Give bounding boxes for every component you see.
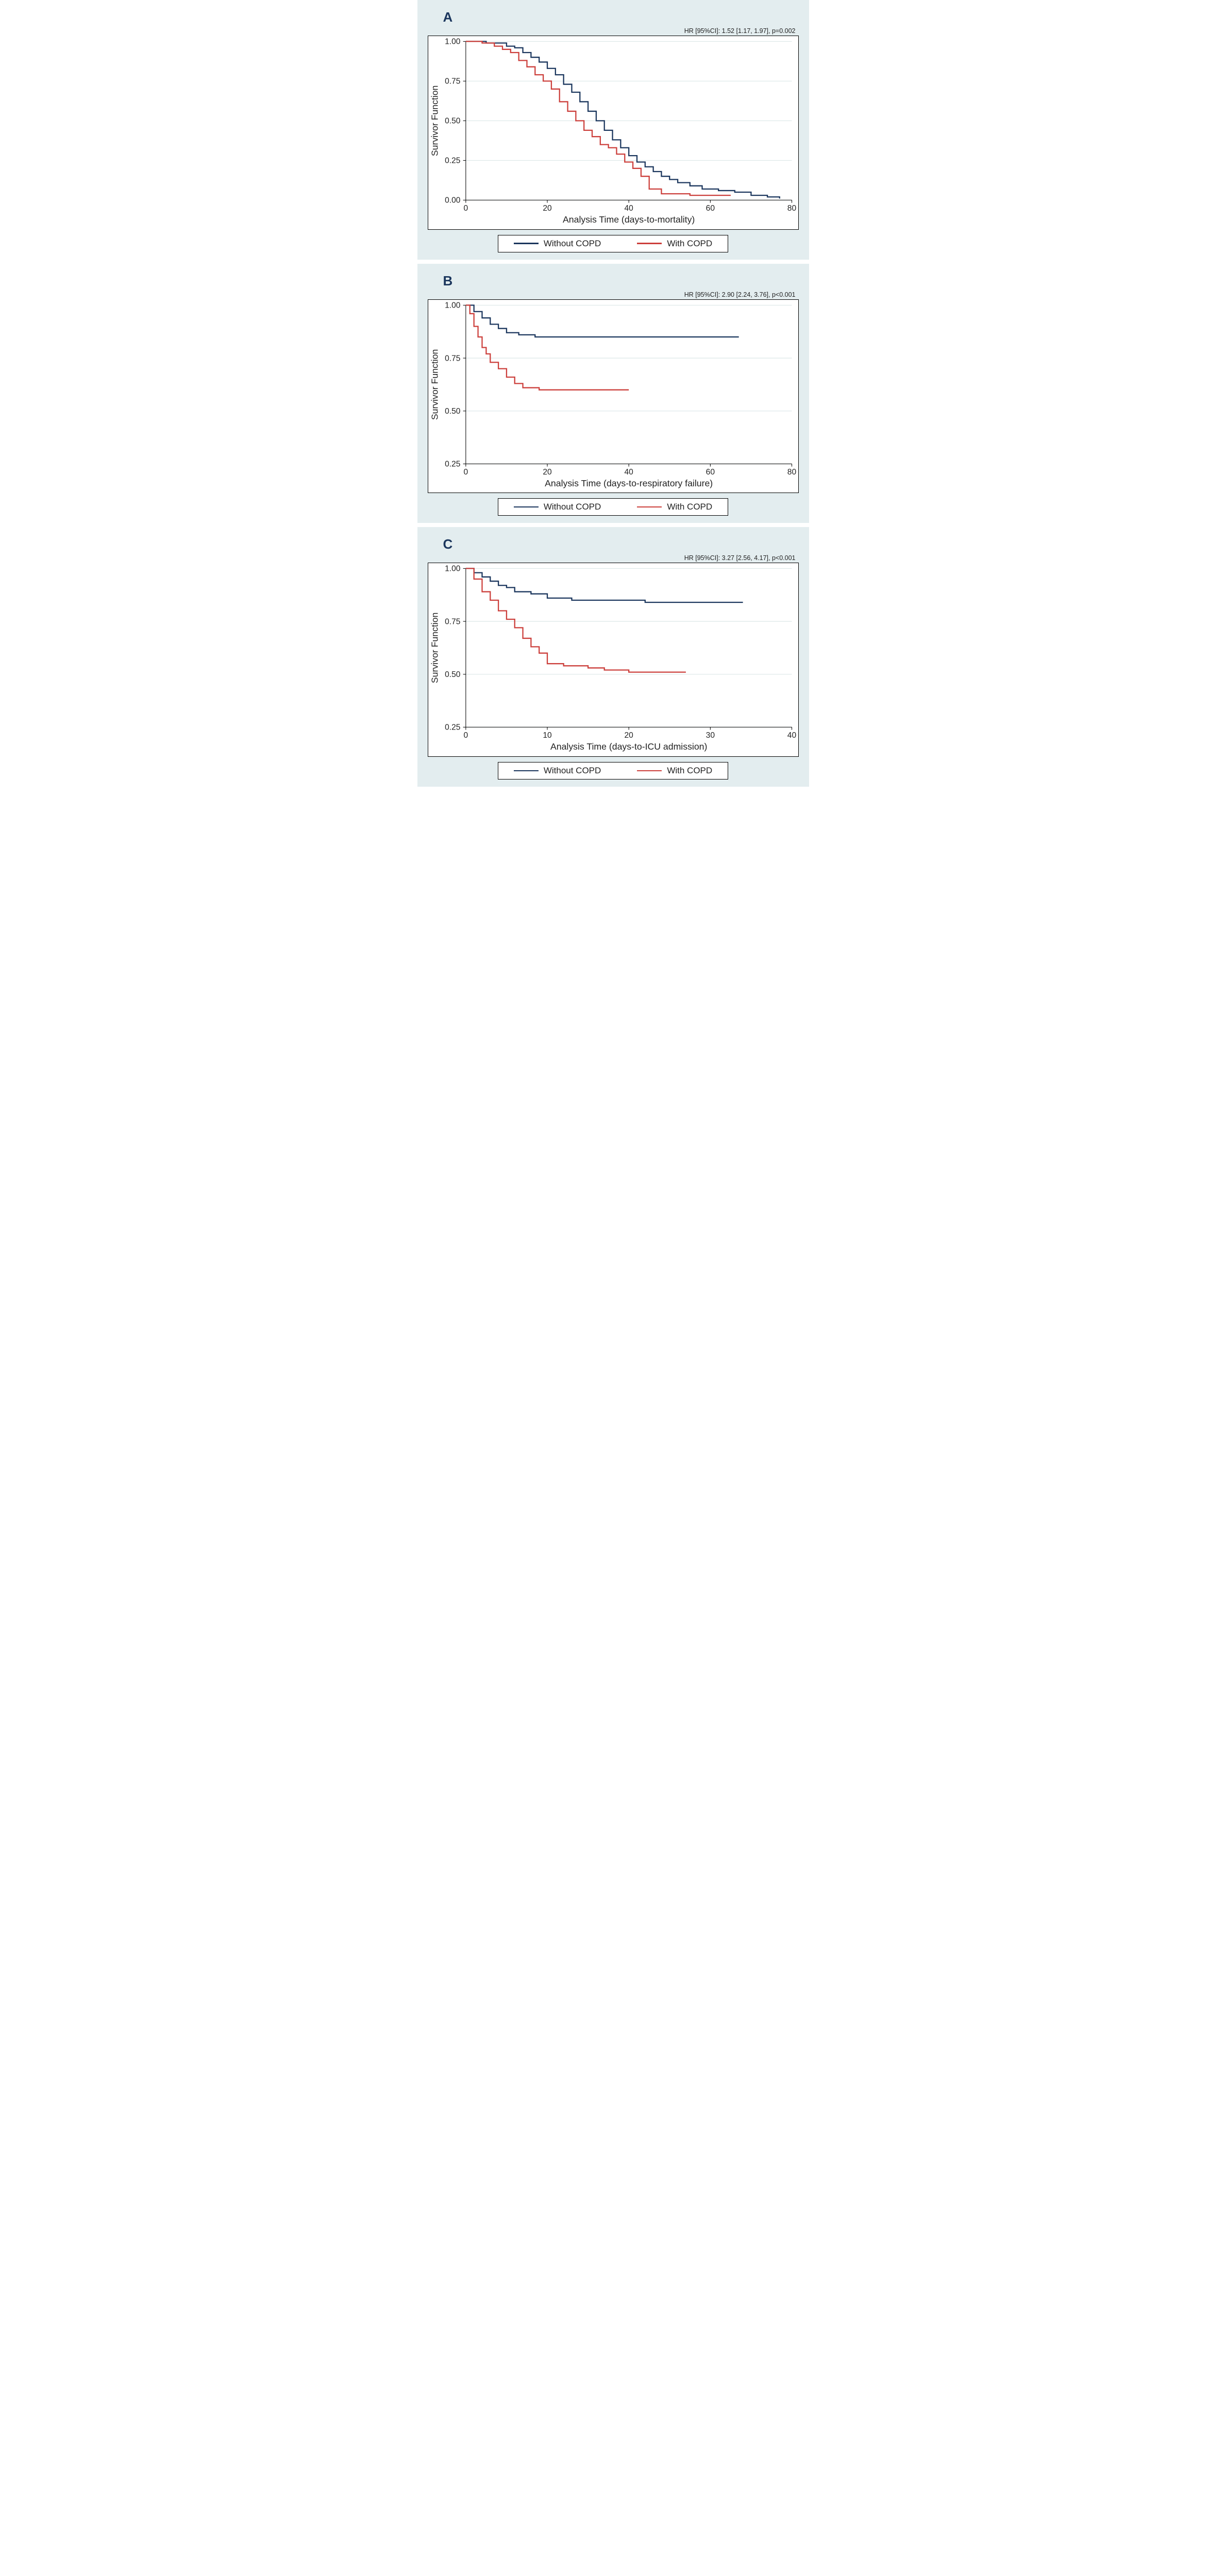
svg-text:0.00: 0.00 xyxy=(445,196,461,205)
chart-legend: Without COPD With COPD xyxy=(498,235,728,252)
svg-text:0.25: 0.25 xyxy=(445,157,461,165)
chart-panel: AHR [95%CI]: 1.52 [1.17, 1.97], p=0.0020… xyxy=(417,0,809,260)
panel-label: A xyxy=(443,9,799,25)
legend-label: Without COPD xyxy=(544,502,601,512)
legend-label: Without COPD xyxy=(544,239,601,249)
svg-text:20: 20 xyxy=(624,731,633,740)
svg-text:1.00: 1.00 xyxy=(445,565,461,573)
legend-line-swatch xyxy=(637,506,662,508)
svg-text:Analysis Time (days-to-respira: Analysis Time (days-to-respiratory failu… xyxy=(545,478,713,488)
svg-text:0.25: 0.25 xyxy=(445,723,461,732)
svg-text:40: 40 xyxy=(787,731,796,740)
legend-line-swatch xyxy=(514,770,539,772)
legend-item: Without COPD xyxy=(514,239,601,249)
chart-panel: BHR [95%CI]: 2.90 [2.24, 3.76], p<0.0010… xyxy=(417,264,809,523)
plot-area: 0 10 20 30 40 0.25 0.50 0.75 1.00 Analysis Time (… xyxy=(428,563,799,757)
legend-line-swatch xyxy=(637,243,662,244)
svg-text:20: 20 xyxy=(543,468,552,477)
svg-text:1.00: 1.00 xyxy=(445,38,461,46)
svg-text:0: 0 xyxy=(463,731,468,740)
svg-text:80: 80 xyxy=(787,204,796,213)
plot-area: 0 20 40 60 80 0.25 0.50 0.75 1.00 Analysis Time (… xyxy=(428,299,799,494)
legend-label: Without COPD xyxy=(544,766,601,776)
svg-text:1.00: 1.00 xyxy=(445,301,461,310)
legend-label: With COPD xyxy=(667,239,712,249)
legend-item: With COPD xyxy=(637,502,712,512)
legend-label: With COPD xyxy=(667,502,712,512)
svg-text:80: 80 xyxy=(787,468,796,477)
panel-label: B xyxy=(443,273,799,289)
svg-text:0.75: 0.75 xyxy=(445,617,461,626)
hazard-ratio-text: HR [95%CI]: 1.52 [1.17, 1.97], p=0.002 xyxy=(428,27,799,35)
svg-text:Analysis Time (days-to-ICU adm: Analysis Time (days-to-ICU admission) xyxy=(550,741,707,752)
hazard-ratio-text: HR [95%CI]: 3.27 [2.56, 4.17], p<0.001 xyxy=(428,554,799,562)
svg-text:0.25: 0.25 xyxy=(445,460,461,468)
svg-text:0.75: 0.75 xyxy=(445,354,461,363)
svg-text:0: 0 xyxy=(463,468,468,477)
svg-text:0.50: 0.50 xyxy=(445,407,461,416)
plot-area: 0 20 40 60 80 0.00 0.25 0.50 0.75 1.00 Analysis Ti… xyxy=(428,36,799,230)
svg-text:Survivor Function: Survivor Function xyxy=(429,613,440,684)
legend-line-swatch xyxy=(514,506,539,508)
legend-item: With COPD xyxy=(637,766,712,776)
svg-text:0.50: 0.50 xyxy=(445,117,461,126)
svg-text:20: 20 xyxy=(543,204,552,213)
svg-text:30: 30 xyxy=(706,731,715,740)
chart-legend: Without COPD With COPD xyxy=(498,762,728,779)
svg-text:0: 0 xyxy=(463,204,468,213)
chart-legend: Without COPD With COPD xyxy=(498,498,728,516)
svg-text:Survivor Function: Survivor Function xyxy=(429,349,440,420)
svg-text:60: 60 xyxy=(706,468,715,477)
legend-line-swatch xyxy=(514,243,539,244)
svg-text:0.50: 0.50 xyxy=(445,670,461,679)
svg-text:60: 60 xyxy=(706,204,715,213)
legend-item: With COPD xyxy=(637,239,712,249)
legend-item: Without COPD xyxy=(514,502,601,512)
svg-text:Survivor Function: Survivor Function xyxy=(429,86,440,157)
panel-label: C xyxy=(443,536,799,552)
svg-text:10: 10 xyxy=(543,731,552,740)
chart-panel: CHR [95%CI]: 3.27 [2.56, 4.17], p<0.0010… xyxy=(417,527,809,787)
legend-line-swatch xyxy=(637,770,662,772)
svg-text:40: 40 xyxy=(624,468,633,477)
svg-text:40: 40 xyxy=(624,204,633,213)
legend-label: With COPD xyxy=(667,766,712,776)
hazard-ratio-text: HR [95%CI]: 2.90 [2.24, 3.76], p<0.001 xyxy=(428,291,799,298)
svg-text:Analysis Time (days-to-mortali: Analysis Time (days-to-mortality) xyxy=(563,214,695,225)
legend-item: Without COPD xyxy=(514,766,601,776)
svg-text:0.75: 0.75 xyxy=(445,77,461,86)
